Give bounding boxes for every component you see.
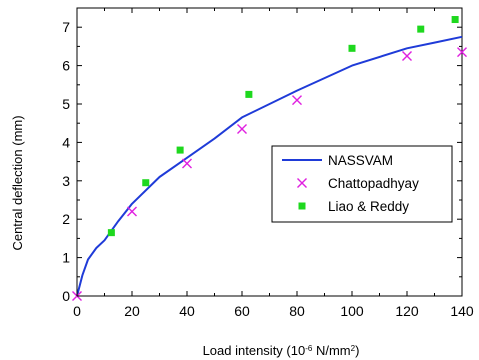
legend-label: Liao & Reddy [328, 199, 409, 214]
legend-label: Chattopadhyay [328, 176, 419, 191]
y-tick-label: 3 [62, 173, 70, 189]
y-tick-label: 1 [62, 250, 70, 266]
series-layer [72, 16, 467, 301]
data-point-chattopadhyay [457, 47, 467, 58]
data-point-liao-reddy [142, 179, 150, 187]
data-point-liao-reddy [417, 25, 425, 33]
y-tick-label: 7 [62, 19, 70, 35]
y-axis-title: Central deflection (mm) [10, 115, 25, 250]
data-point-chattopadhyay [402, 51, 412, 61]
x-tick-label: 100 [340, 303, 364, 319]
data-point-chattopadhyay [292, 95, 302, 106]
x-tick-label: 140 [450, 303, 474, 319]
legend-key-marker [298, 202, 306, 210]
x-tick-label: 120 [395, 303, 419, 319]
legend-key-marker [297, 178, 307, 188]
data-point-liao-reddy [451, 16, 459, 24]
data-point-chattopadhyay [127, 206, 137, 217]
data-point-liao-reddy [348, 44, 356, 52]
x-tick-label: 20 [124, 303, 140, 319]
data-point-chattopadhyay [182, 158, 192, 169]
x-tick-label: 80 [289, 303, 305, 319]
y-tick-label: 4 [62, 134, 70, 150]
series-line-nassvam [76, 35, 463, 297]
data-point-liao-reddy [176, 146, 184, 154]
x-tick-label: 60 [234, 303, 250, 319]
x-tick-label: 0 [73, 303, 81, 319]
data-point-liao-reddy [245, 90, 253, 98]
y-tick-label: 0 [62, 288, 70, 304]
x-axis-title: Load intensity (10-6 N/mm2) [203, 343, 360, 358]
x-tick-label: 40 [179, 303, 195, 319]
y-tick-label: 2 [62, 211, 70, 227]
axes-layer: 0 20 40 60 80 100 120 140 0 1 2 3 4 5 6 7 [62, 8, 474, 319]
legend-label: NASSVAM [328, 153, 393, 168]
legend: NASSVAM Chattopadhyay Liao & Reddy [271, 145, 453, 223]
data-point-chattopadhyay [237, 123, 247, 134]
y-tick-label: 6 [62, 58, 70, 74]
data-point-liao-reddy [107, 229, 115, 237]
y-tick-label: 5 [62, 96, 70, 112]
